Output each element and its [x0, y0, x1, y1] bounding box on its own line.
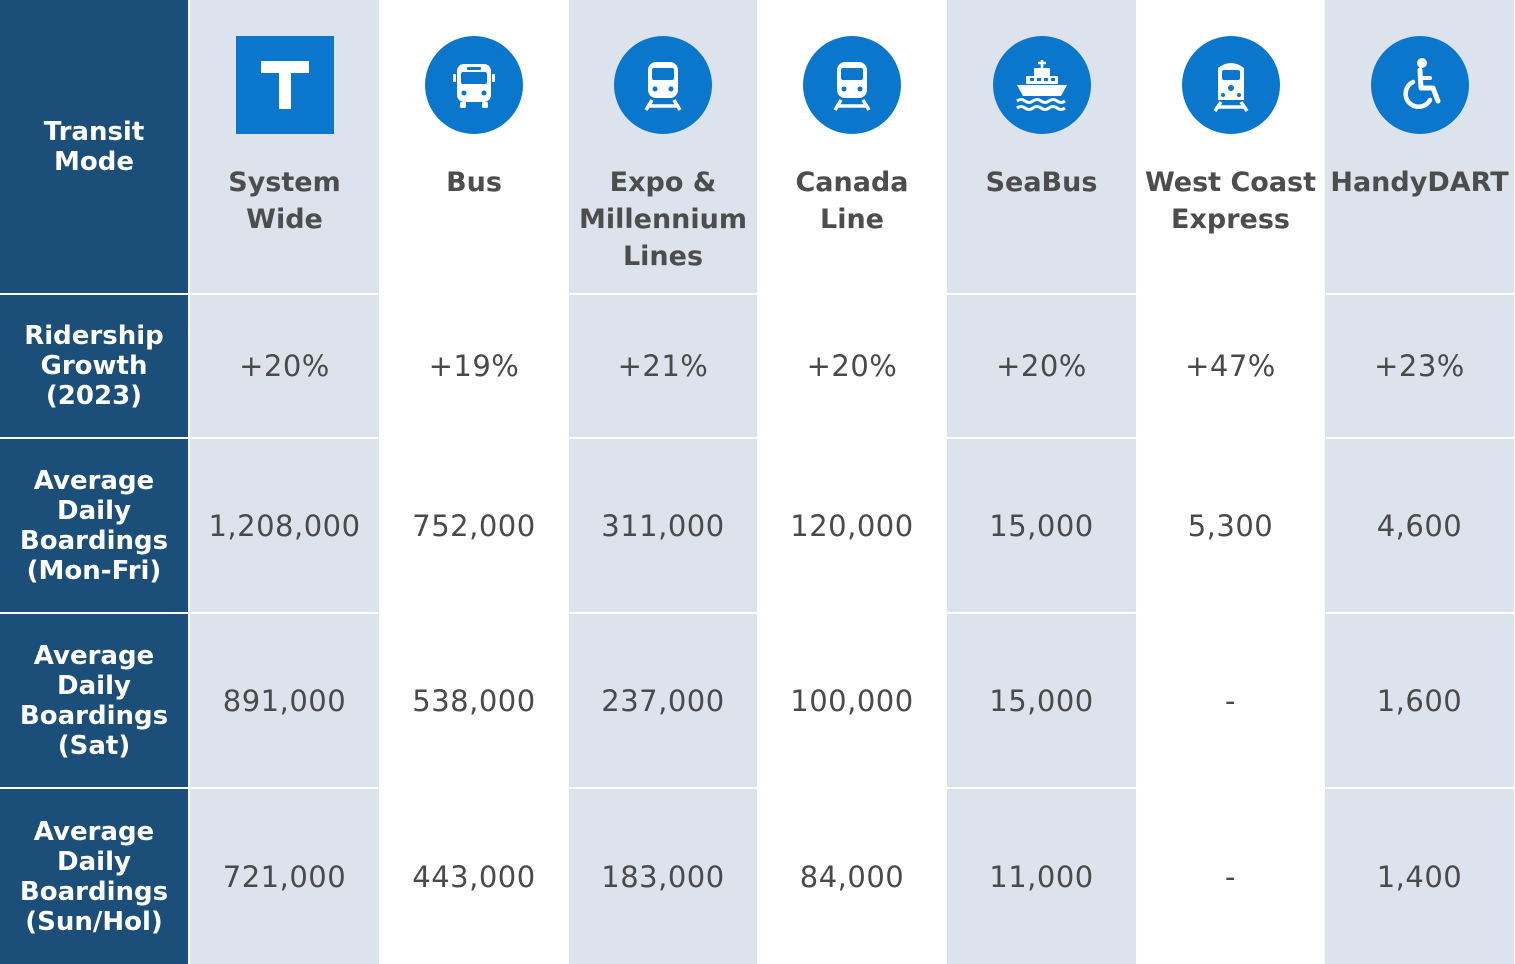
table-cell: +23%: [1325, 295, 1514, 437]
table-cell: 1,400: [1325, 789, 1514, 964]
bus-icon: [425, 36, 523, 134]
table-cell: 752,000: [379, 439, 569, 612]
wheelchair-icon: [1370, 36, 1469, 134]
row-label: Average Daily Boardings (Mon-Fri): [19, 465, 169, 586]
table-cell: 443,000: [379, 789, 569, 964]
table-cell: 84,000: [757, 789, 947, 964]
table-cell: 1,600: [1325, 614, 1514, 787]
mode-label-seabus: SeaBus: [985, 167, 1098, 198]
table-cell: 15,000: [947, 614, 1136, 787]
seabus-ferry-icon: [992, 36, 1091, 134]
table-cell: 1,208,000: [190, 439, 379, 612]
table-cell: +20%: [947, 295, 1136, 437]
mode-header-seabus: SeaBus: [947, 0, 1136, 293]
row-header-boardings-mon-fri: Average Daily Boardings (Mon-Fri): [0, 439, 190, 612]
mode-header-system-wide: System Wide: [190, 0, 379, 293]
mode-header-canada-line: Canada Line: [757, 0, 947, 293]
mode-label-handydart: HandyDART: [1330, 167, 1509, 198]
row-label: Ridership Growth (2023): [24, 321, 164, 411]
mode-header-bus: Bus: [379, 0, 569, 293]
commuter-train-icon: [1181, 36, 1280, 134]
transit-t-icon: [235, 36, 334, 134]
table-cell: +20%: [757, 295, 947, 437]
row-header-boardings-sat: Average Daily Boardings (Sat): [0, 614, 190, 787]
table-cell: 721,000: [190, 789, 379, 964]
table-cell: +47%: [1136, 295, 1325, 437]
canada-line-train-icon: [803, 36, 901, 134]
mode-header-west-coast-express: West Coast Express: [1136, 0, 1325, 293]
table-cell: 4,600: [1325, 439, 1514, 612]
skytrain-icon: [614, 36, 712, 134]
table-cell: 237,000: [569, 614, 757, 787]
table-cell: 11,000: [947, 789, 1136, 964]
mode-label-expo-millennium: Expo & Millennium Lines: [579, 167, 747, 272]
table-cell: -: [1136, 614, 1325, 787]
corner-header: Transit Mode: [0, 0, 190, 293]
mode-label-bus: Bus: [446, 167, 502, 198]
table-cell: 5,300: [1136, 439, 1325, 612]
table-cell: 538,000: [379, 614, 569, 787]
table-cell: 891,000: [190, 614, 379, 787]
mode-label-canada-line: Canada Line: [795, 167, 909, 235]
row-label: Average Daily Boardings (Sun/Hol): [19, 816, 169, 937]
table-cell: 120,000: [757, 439, 947, 612]
mode-header-expo-millennium: Expo & Millennium Lines: [569, 0, 757, 293]
transit-mode-heading: Transit Mode: [43, 116, 145, 177]
table-cell: +21%: [569, 295, 757, 437]
table-cell: +20%: [190, 295, 379, 437]
table-cell: 15,000: [947, 439, 1136, 612]
table-cell: 311,000: [569, 439, 757, 612]
mode-label-west-coast-express: West Coast Express: [1144, 167, 1317, 235]
row-header-boardings-sun-hol: Average Daily Boardings (Sun/Hol): [0, 789, 190, 964]
table-cell: 183,000: [569, 789, 757, 964]
mode-header-handydart: HandyDART: [1325, 0, 1514, 293]
mode-label-system-wide: System Wide: [228, 167, 341, 235]
table-cell: 100,000: [757, 614, 947, 787]
row-header-ridership-growth: Ridership Growth (2023): [0, 295, 190, 437]
row-label: Average Daily Boardings (Sat): [19, 640, 169, 761]
table-cell: +19%: [379, 295, 569, 437]
table-cell: -: [1136, 789, 1325, 964]
